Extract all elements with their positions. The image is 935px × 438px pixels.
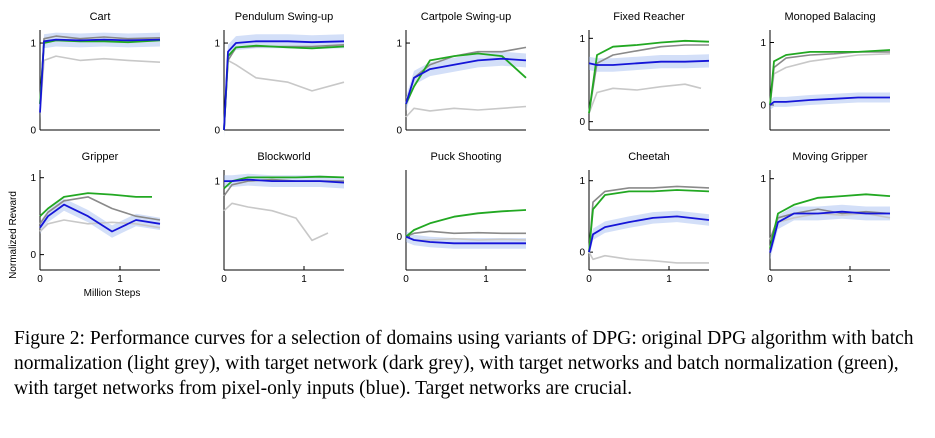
series-line-light-grey [223, 59, 345, 131]
panel-title: Fixed Reacher [613, 11, 685, 23]
series-line-light-grey [588, 251, 709, 264]
series-line-blue [769, 210, 890, 253]
series-line-blue [769, 96, 890, 106]
y-tick-label: 1 [30, 173, 36, 184]
panel-title: Pendulum Swing-up [235, 11, 333, 23]
panel-title: Gripper [82, 151, 119, 163]
series-line-green [39, 39, 161, 104]
blue-variance-band [224, 34, 344, 137]
panel-title: Blockworld [257, 151, 310, 163]
series-line-green [405, 209, 527, 238]
blue-variance-band [770, 204, 890, 260]
panel-title: Monoped Balacing [784, 11, 875, 23]
y-tick-label: 1 [214, 177, 220, 188]
series-line-light-grey [223, 202, 329, 242]
y-tick-label: 0 [579, 248, 585, 259]
series-line-dark-grey [769, 208, 891, 240]
y-axis-label: Normalized Reward [8, 191, 19, 279]
y-tick-label: 0 [30, 250, 36, 261]
series-line-light-grey [39, 55, 161, 113]
x-tick-label: 1 [301, 274, 307, 285]
x-tick-label: 1 [847, 274, 853, 285]
x-tick-label: 1 [666, 274, 672, 285]
series-line-green [588, 39, 710, 114]
panel-title: Cartpole Swing-up [421, 11, 512, 23]
series-line-light-grey [405, 105, 527, 118]
series-line-dark-grey [588, 185, 710, 253]
panel-7: Puck Shooting 0 0 1 [396, 151, 527, 285]
x-axis-label: Million Steps [84, 288, 141, 299]
series-line-light-grey [39, 219, 161, 233]
series-line-blue [224, 178, 345, 184]
series-line-green [405, 52, 527, 105]
blue-variance-band [40, 32, 160, 120]
panel-2: Cartpole Swing-up 0 1 [396, 11, 527, 137]
x-tick-label: 0 [767, 274, 773, 285]
series-line-blue [405, 57, 527, 105]
panel-6: Blockworld 1 0 1 [214, 151, 345, 285]
y-tick-label: 1 [579, 34, 585, 45]
y-tick-label: 1 [760, 38, 766, 49]
series-line-green [769, 193, 891, 249]
panel-0: Cart 0 1 [30, 11, 161, 137]
panel-5: Gripper 0 1 0 1 [30, 151, 161, 285]
panel-title: Moving Gripper [792, 151, 868, 163]
y-tick-label: 1 [214, 39, 220, 50]
blue-variance-band [406, 51, 526, 111]
series-line-green [588, 189, 710, 253]
y-tick-label: 0 [396, 232, 402, 243]
blue-variance-band [589, 210, 709, 258]
y-tick-label: 0 [30, 126, 36, 137]
series-line-light-grey [588, 83, 702, 114]
y-tick-label: 0 [579, 117, 585, 128]
panel-title: Cart [90, 11, 111, 23]
series-line-green [769, 49, 891, 106]
panel-4: Monoped Balacing 0 1 [760, 11, 891, 131]
panel-title: Cheetah [628, 151, 670, 163]
y-tick-label: 1 [760, 174, 766, 185]
x-tick-label: 1 [483, 274, 489, 285]
panel-1: Pendulum Swing-up 0 1 [214, 11, 345, 137]
series-line-blue [39, 203, 161, 233]
y-tick-label: 1 [396, 39, 402, 50]
series-line-green [39, 192, 152, 217]
series-line-blue [223, 40, 345, 131]
y-tick-label: 0 [396, 126, 402, 137]
x-tick-label: 0 [221, 274, 227, 285]
panel-9: Moving Gripper 1 0 1 [760, 151, 891, 285]
y-tick-label: 0 [214, 126, 220, 137]
figure-caption: Figure 2: Performance curves for a selec… [14, 328, 914, 399]
x-tick-label: 0 [586, 274, 592, 285]
y-tick-label: 1 [30, 39, 36, 50]
x-tick-label: 1 [117, 274, 123, 285]
series-line-blue [588, 215, 710, 253]
series-line-dark-grey [588, 44, 709, 114]
panel-8: Cheetah 0 1 0 1 [579, 151, 710, 285]
x-tick-label: 0 [37, 274, 43, 285]
x-tick-label: 0 [403, 274, 409, 285]
panel-title: Puck Shooting [431, 151, 502, 163]
series-line-dark-grey [405, 230, 526, 238]
y-tick-label: 1 [579, 176, 585, 187]
series-line-blue [39, 38, 161, 113]
series-line-dark-grey [39, 35, 161, 104]
series-line-dark-grey [39, 196, 161, 225]
series-line-blue [405, 235, 526, 245]
panel-3: Fixed Reacher 0 1 [579, 11, 710, 131]
y-tick-label: 0 [760, 101, 766, 112]
series-line-blue [588, 59, 710, 66]
